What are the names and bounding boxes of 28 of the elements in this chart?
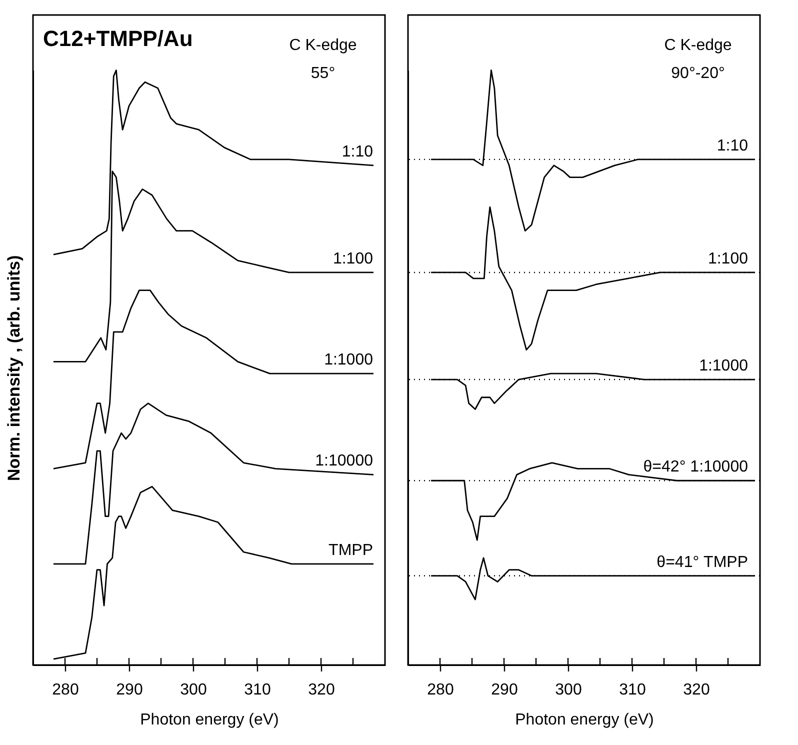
series-label: 1:100: [708, 250, 748, 268]
x-tick-label: 300: [555, 682, 582, 698]
x-axis-title: Photon energy (eV): [140, 712, 279, 728]
series-label: 1:100: [332, 250, 374, 268]
series-label: 1:10: [342, 143, 374, 160]
series-label: θ=41° TMPP: [656, 554, 748, 571]
series-label: 1:1000: [699, 358, 748, 375]
x-tick-label: 310: [244, 682, 271, 698]
series-label: 1:10000: [315, 452, 374, 470]
x-tick-label: 280: [52, 682, 79, 698]
x-tick-label: 310: [619, 682, 646, 698]
text: C K-edge: [289, 37, 357, 54]
text: C K-edge: [664, 37, 732, 54]
series-label: TMPP: [328, 542, 373, 559]
x-tick-label: 300: [180, 682, 207, 698]
x-tick-label: 280: [427, 682, 454, 698]
x-tick-label: 320: [683, 682, 710, 698]
series-label: 1:10: [716, 137, 748, 154]
y-axis-title: Norm. intensity , (arb. units): [4, 255, 24, 481]
annotation: 55°: [310, 65, 336, 82]
chart-title: C12+TMPP/Au: [43, 26, 193, 51]
x-tick-label: 290: [491, 682, 518, 698]
series-label: θ=42° 1:10000: [643, 458, 748, 476]
x-tick-label: 320: [308, 682, 335, 698]
x-tick-label: 290: [116, 682, 143, 698]
x-axis-title: Photon energy (eV): [515, 712, 654, 728]
series-label: 1:1000: [324, 352, 374, 369]
annotation: 90°-20°: [671, 65, 725, 82]
